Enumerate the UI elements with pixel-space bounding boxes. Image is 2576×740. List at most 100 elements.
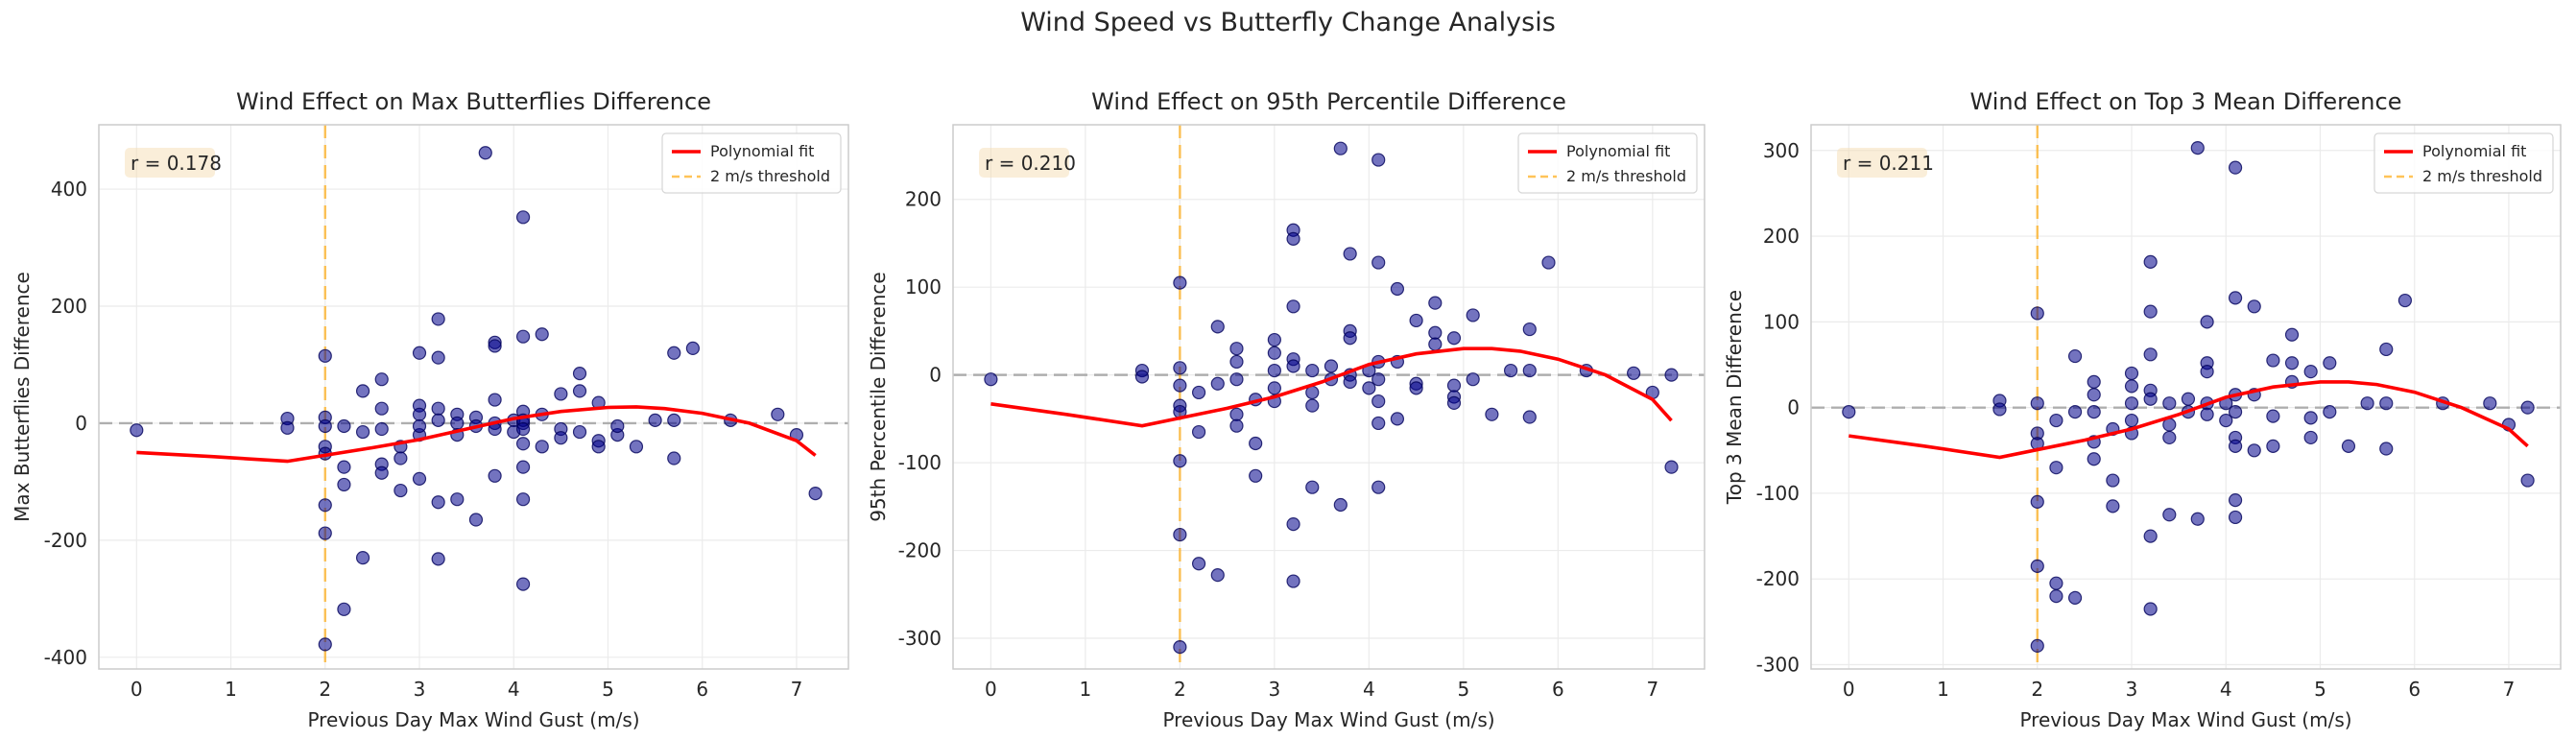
x-tick-label: 4 <box>508 678 520 701</box>
scatter-point <box>2266 409 2280 423</box>
scatter-point <box>130 423 144 438</box>
scatter-point <box>2049 461 2063 475</box>
y-tick-label: 0 <box>75 412 87 435</box>
scatter-point <box>412 407 427 421</box>
y-tick-label: -100 <box>898 451 942 474</box>
y-tick-label: -100 <box>1756 482 1800 505</box>
scatter-point <box>1390 412 1405 426</box>
scatter-point <box>337 460 351 474</box>
chart-title: Wind Effect on Top 3 Mean Difference <box>1970 88 2402 115</box>
scatter-point <box>515 437 531 451</box>
scatter-point <box>1428 337 1443 351</box>
scatter-point <box>2067 590 2083 605</box>
scatter-point <box>1446 395 1462 411</box>
scatter-point <box>1409 381 1423 395</box>
axes-frame <box>98 124 849 670</box>
legend-box <box>661 132 842 194</box>
x-tick-label: 7 <box>2503 678 2516 701</box>
scatter-point <box>1210 568 1225 583</box>
x-tick-label: 3 <box>414 678 426 701</box>
legend-box <box>2373 132 2554 194</box>
scatter-point <box>1664 460 1679 474</box>
scatter-point <box>488 339 502 353</box>
scatter-point <box>2379 342 2394 357</box>
scatter-point <box>318 348 332 363</box>
scatter-point <box>1333 497 1348 513</box>
chart-title: Wind Effect on 95th Percentile Differenc… <box>1091 88 1566 115</box>
scatter-point <box>515 421 531 437</box>
scatter-point <box>1466 372 1480 387</box>
scatter-point <box>1371 394 1386 409</box>
scatter-point <box>1371 480 1386 494</box>
scatter-point <box>1229 418 1244 433</box>
scatter-point <box>1191 385 1206 400</box>
polynomial-fit-line <box>990 346 1673 428</box>
scatter-point <box>554 431 568 445</box>
scatter-point <box>515 460 531 474</box>
y-axis-label: 95th Percentile Difference <box>867 272 890 521</box>
scatter-point <box>808 486 823 501</box>
chart-panel-max-butterflies: 0 1 2 3 4 5 6 7 -400 -200 0 200 400 Wind Effect on Ma… <box>11 88 849 731</box>
x-tick-label: 3 <box>2126 678 2138 701</box>
scatter-point <box>2266 439 2280 453</box>
scatter-point <box>2124 366 2139 381</box>
scatter-point <box>1446 378 1462 393</box>
y-tick-label: -300 <box>898 627 942 650</box>
x-tick-label: 4 <box>2220 678 2232 701</box>
scatter-point <box>337 418 351 434</box>
scatter-point <box>1173 640 1187 655</box>
scatter-point <box>2106 473 2120 488</box>
scatter-point <box>2228 492 2243 508</box>
scatter-point <box>412 346 427 360</box>
scatter-point <box>1249 468 1263 483</box>
scatter-point <box>591 440 606 454</box>
scatter-point <box>535 440 549 454</box>
scatter-point <box>1173 361 1187 375</box>
scatter-point <box>431 350 445 365</box>
plot-area <box>953 125 1705 669</box>
scatter-point <box>431 312 445 326</box>
scatter-point <box>2379 396 2394 411</box>
scatter-point <box>1305 363 1320 378</box>
correlation-box <box>979 148 1069 178</box>
scatter-point <box>984 372 998 387</box>
scatter-point <box>2200 365 2214 379</box>
scatter-point <box>771 407 785 421</box>
x-tick-label: 1 <box>225 678 237 701</box>
scatter-point <box>2303 430 2318 445</box>
scatter-point <box>2067 348 2083 364</box>
scatter-point <box>1362 381 1376 395</box>
scatter-point <box>1267 346 1281 360</box>
scatter-point <box>1522 363 1537 378</box>
scatter-point <box>610 418 625 434</box>
scatter-point <box>394 451 408 465</box>
scatter-point <box>2228 510 2243 525</box>
plot-area <box>99 125 848 669</box>
y-tick-label: 100 <box>1763 310 1800 333</box>
scatter-point <box>2162 508 2177 522</box>
scatter-point <box>2397 293 2413 308</box>
scatter-point <box>1286 574 1300 588</box>
scatter-point <box>2030 494 2044 509</box>
x-tick-label: 0 <box>985 678 997 701</box>
scatter-point <box>1522 322 1537 337</box>
scatter-point <box>2030 396 2044 411</box>
x-tick-label: 6 <box>1552 678 1564 701</box>
y-tick-label: -300 <box>1756 654 1800 677</box>
scatter-point <box>2247 299 2261 314</box>
scatter-point <box>2143 347 2158 362</box>
scatter-point <box>2200 315 2214 329</box>
scatter-point <box>2228 405 2243 419</box>
axes-frame <box>952 124 1705 670</box>
scatter-point <box>1842 405 1856 419</box>
scatter-point <box>2303 411 2318 425</box>
y-tick-label: 0 <box>929 364 942 387</box>
legend-entry-fit: Polynomial fit <box>2422 142 2526 160</box>
legend-box <box>1517 132 1698 194</box>
scatter-point <box>374 421 389 437</box>
scatter-point <box>1134 370 1150 384</box>
scatter-point <box>572 384 587 398</box>
scatter-point <box>374 372 389 387</box>
scatter-point <box>2162 430 2177 445</box>
